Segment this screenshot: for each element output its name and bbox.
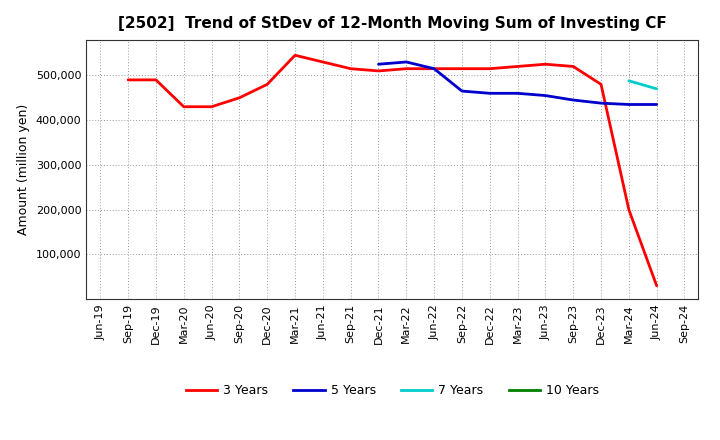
Y-axis label: Amount (million yen): Amount (million yen) [17,104,30,235]
Legend: 3 Years, 5 Years, 7 Years, 10 Years: 3 Years, 5 Years, 7 Years, 10 Years [181,379,604,402]
Title: [2502]  Trend of StDev of 12-Month Moving Sum of Investing CF: [2502] Trend of StDev of 12-Month Moving… [118,16,667,32]
